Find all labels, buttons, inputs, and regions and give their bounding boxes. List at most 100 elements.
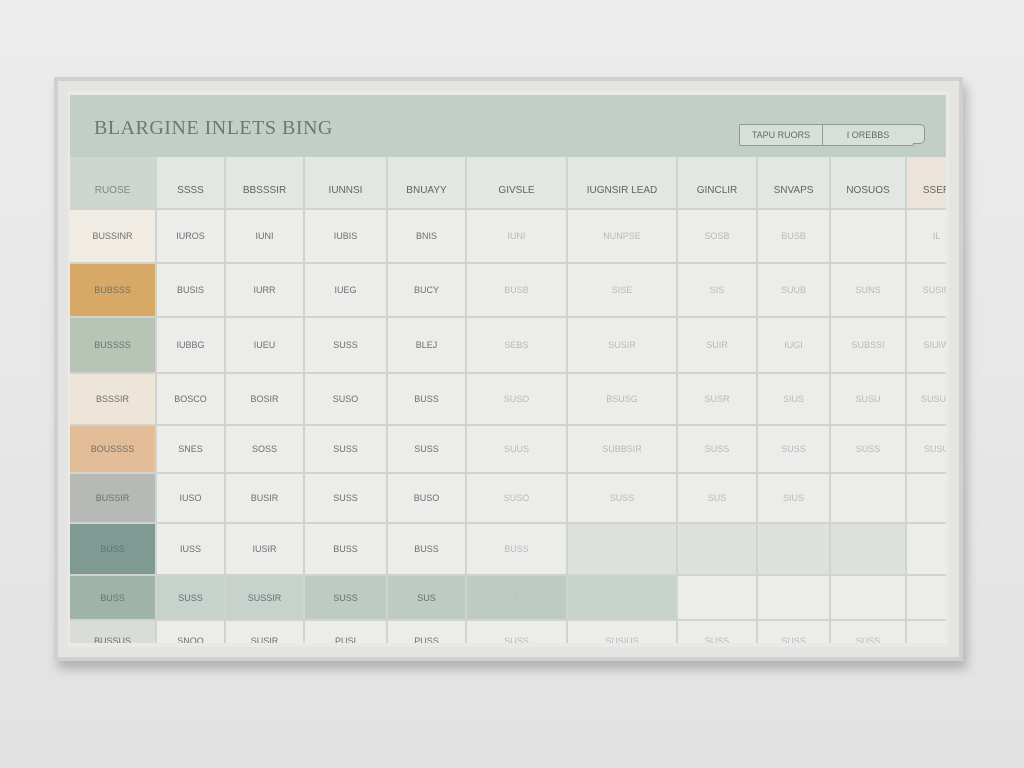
table-cell[interactable]: SUSS	[157, 576, 224, 619]
column-header[interactable]: RUOSE	[70, 157, 155, 208]
table-cell[interactable]: SUSR	[678, 374, 756, 424]
table-cell[interactable]: SIUS	[758, 474, 829, 522]
table-cell[interactable]: IL	[907, 210, 946, 262]
table-cell[interactable]: SNOO	[157, 621, 224, 643]
table-cell[interactable]: PUSS	[388, 621, 465, 643]
table-cell[interactable]: BUSIR	[226, 474, 303, 522]
table-cell[interactable]: SUSIUS	[568, 621, 676, 643]
table-cell[interactable]	[907, 474, 946, 522]
table-cell[interactable]	[831, 576, 905, 619]
table-cell[interactable]: SUUB	[758, 264, 829, 316]
table-cell[interactable]: BUSB	[758, 210, 829, 262]
row-label[interactable]: BUSSUS	[70, 621, 155, 643]
table-cell[interactable]: SUSSIR	[226, 576, 303, 619]
table-cell[interactable]: SUSIR	[226, 621, 303, 643]
table-cell[interactable]: SUSS	[831, 621, 905, 643]
table-cell[interactable]	[758, 524, 829, 574]
table-cell[interactable]	[907, 524, 946, 574]
table-cell[interactable]: BUSS	[388, 524, 465, 574]
column-header[interactable]: GIVSLE	[467, 157, 566, 208]
table-cell[interactable]: BSUSG	[568, 374, 676, 424]
table-cell[interactable]	[758, 576, 829, 619]
table-cell[interactable]: BUSIS	[157, 264, 224, 316]
table-cell[interactable]	[678, 576, 756, 619]
table-cell[interactable]: SUSS	[758, 621, 829, 643]
row-label[interactable]: BUSS	[70, 524, 155, 574]
table-cell[interactable]: SUSO	[467, 474, 566, 522]
column-header[interactable]: BBSSSIR	[226, 157, 303, 208]
table-cell[interactable]: SUSS	[388, 426, 465, 472]
table-cell[interactable]	[907, 621, 946, 643]
row-label[interactable]: BUSSIR	[70, 474, 155, 522]
table-cell[interactable]: SUSS	[758, 426, 829, 472]
table-cell[interactable]: SUBBSIR	[568, 426, 676, 472]
table-cell[interactable]: BNIS	[388, 210, 465, 262]
table-cell[interactable]: IUNI	[226, 210, 303, 262]
header-button-2[interactable]: I OREBBS	[822, 125, 913, 145]
row-label[interactable]: BSSSIR	[70, 374, 155, 424]
table-cell[interactable]: SUSS	[678, 621, 756, 643]
table-cell[interactable]: SUSS	[678, 426, 756, 472]
table-cell[interactable]: IUEG	[305, 264, 386, 316]
row-label[interactable]: BUSS	[70, 576, 155, 619]
table-cell[interactable]: SUS	[388, 576, 465, 619]
table-cell[interactable]: SUSS	[568, 474, 676, 522]
table-cell[interactable]: SUSS	[305, 318, 386, 372]
table-cell[interactable]: IUSIR	[226, 524, 303, 574]
table-cell[interactable]: SIUS	[758, 374, 829, 424]
column-header[interactable]: NOSUOS	[831, 157, 905, 208]
table-cell[interactable]: IUROS	[157, 210, 224, 262]
table-cell[interactable]: IUSO	[157, 474, 224, 522]
table-cell[interactable]: SUSS	[305, 474, 386, 522]
table-cell[interactable]	[568, 576, 676, 619]
table-cell[interactable]: IUNI	[467, 210, 566, 262]
table-cell[interactable]: SNES	[157, 426, 224, 472]
column-header[interactable]: IUGNSIR LEAD	[568, 157, 676, 208]
table-cell[interactable]: IUBBG	[157, 318, 224, 372]
column-header[interactable]: SNVAPS	[758, 157, 829, 208]
column-header[interactable]: SSSS	[157, 157, 224, 208]
table-cell[interactable]: SUSS	[831, 426, 905, 472]
table-cell[interactable]: SUNS	[831, 264, 905, 316]
table-cell[interactable]: SOSS	[226, 426, 303, 472]
table-cell[interactable]: IUBIS	[305, 210, 386, 262]
table-cell[interactable]: PUSI	[305, 621, 386, 643]
table-cell[interactable]: SUSU	[907, 426, 946, 472]
table-cell[interactable]: SUSU	[831, 374, 905, 424]
table-cell[interactable]: SIUIW	[907, 318, 946, 372]
table-cell[interactable]: I	[467, 576, 566, 619]
table-cell[interactable]: SUIR	[678, 318, 756, 372]
row-label[interactable]: BOUSSSS	[70, 426, 155, 472]
table-cell[interactable]: NUNPSE	[568, 210, 676, 262]
column-header[interactable]: SSER	[907, 157, 946, 208]
table-cell[interactable]: BOSIR	[226, 374, 303, 424]
row-label[interactable]: BUBSSS	[70, 264, 155, 316]
table-cell[interactable]	[678, 524, 756, 574]
table-cell[interactable]: SOSB	[678, 210, 756, 262]
row-label[interactable]: BUSSSS	[70, 318, 155, 372]
table-cell[interactable]: IUSS	[157, 524, 224, 574]
table-cell[interactable]: BUSS	[467, 524, 566, 574]
table-cell[interactable]: IURR	[226, 264, 303, 316]
table-cell[interactable]: SUSS	[467, 621, 566, 643]
table-cell[interactable]: SUSS	[305, 576, 386, 619]
table-cell[interactable]: BLEJ	[388, 318, 465, 372]
table-cell[interactable]	[831, 474, 905, 522]
table-cell[interactable]: SISE	[568, 264, 676, 316]
table-cell[interactable]: SUUS	[467, 426, 566, 472]
table-cell[interactable]: SUSS	[305, 426, 386, 472]
column-header[interactable]: GINCLIR	[678, 157, 756, 208]
table-cell[interactable]: SUBSSI	[831, 318, 905, 372]
table-cell[interactable]: IUGI	[758, 318, 829, 372]
table-cell[interactable]: BUSO	[388, 474, 465, 522]
table-cell[interactable]: SUSO	[467, 374, 566, 424]
table-cell[interactable]: BOSCO	[157, 374, 224, 424]
table-cell[interactable]: BUSS	[305, 524, 386, 574]
table-cell[interactable]	[907, 576, 946, 619]
table-cell[interactable]: IUEU	[226, 318, 303, 372]
table-cell[interactable]: SUS	[678, 474, 756, 522]
column-header[interactable]: BNUAYY	[388, 157, 465, 208]
table-cell[interactable]	[568, 524, 676, 574]
table-cell[interactable]: SUSIR	[568, 318, 676, 372]
